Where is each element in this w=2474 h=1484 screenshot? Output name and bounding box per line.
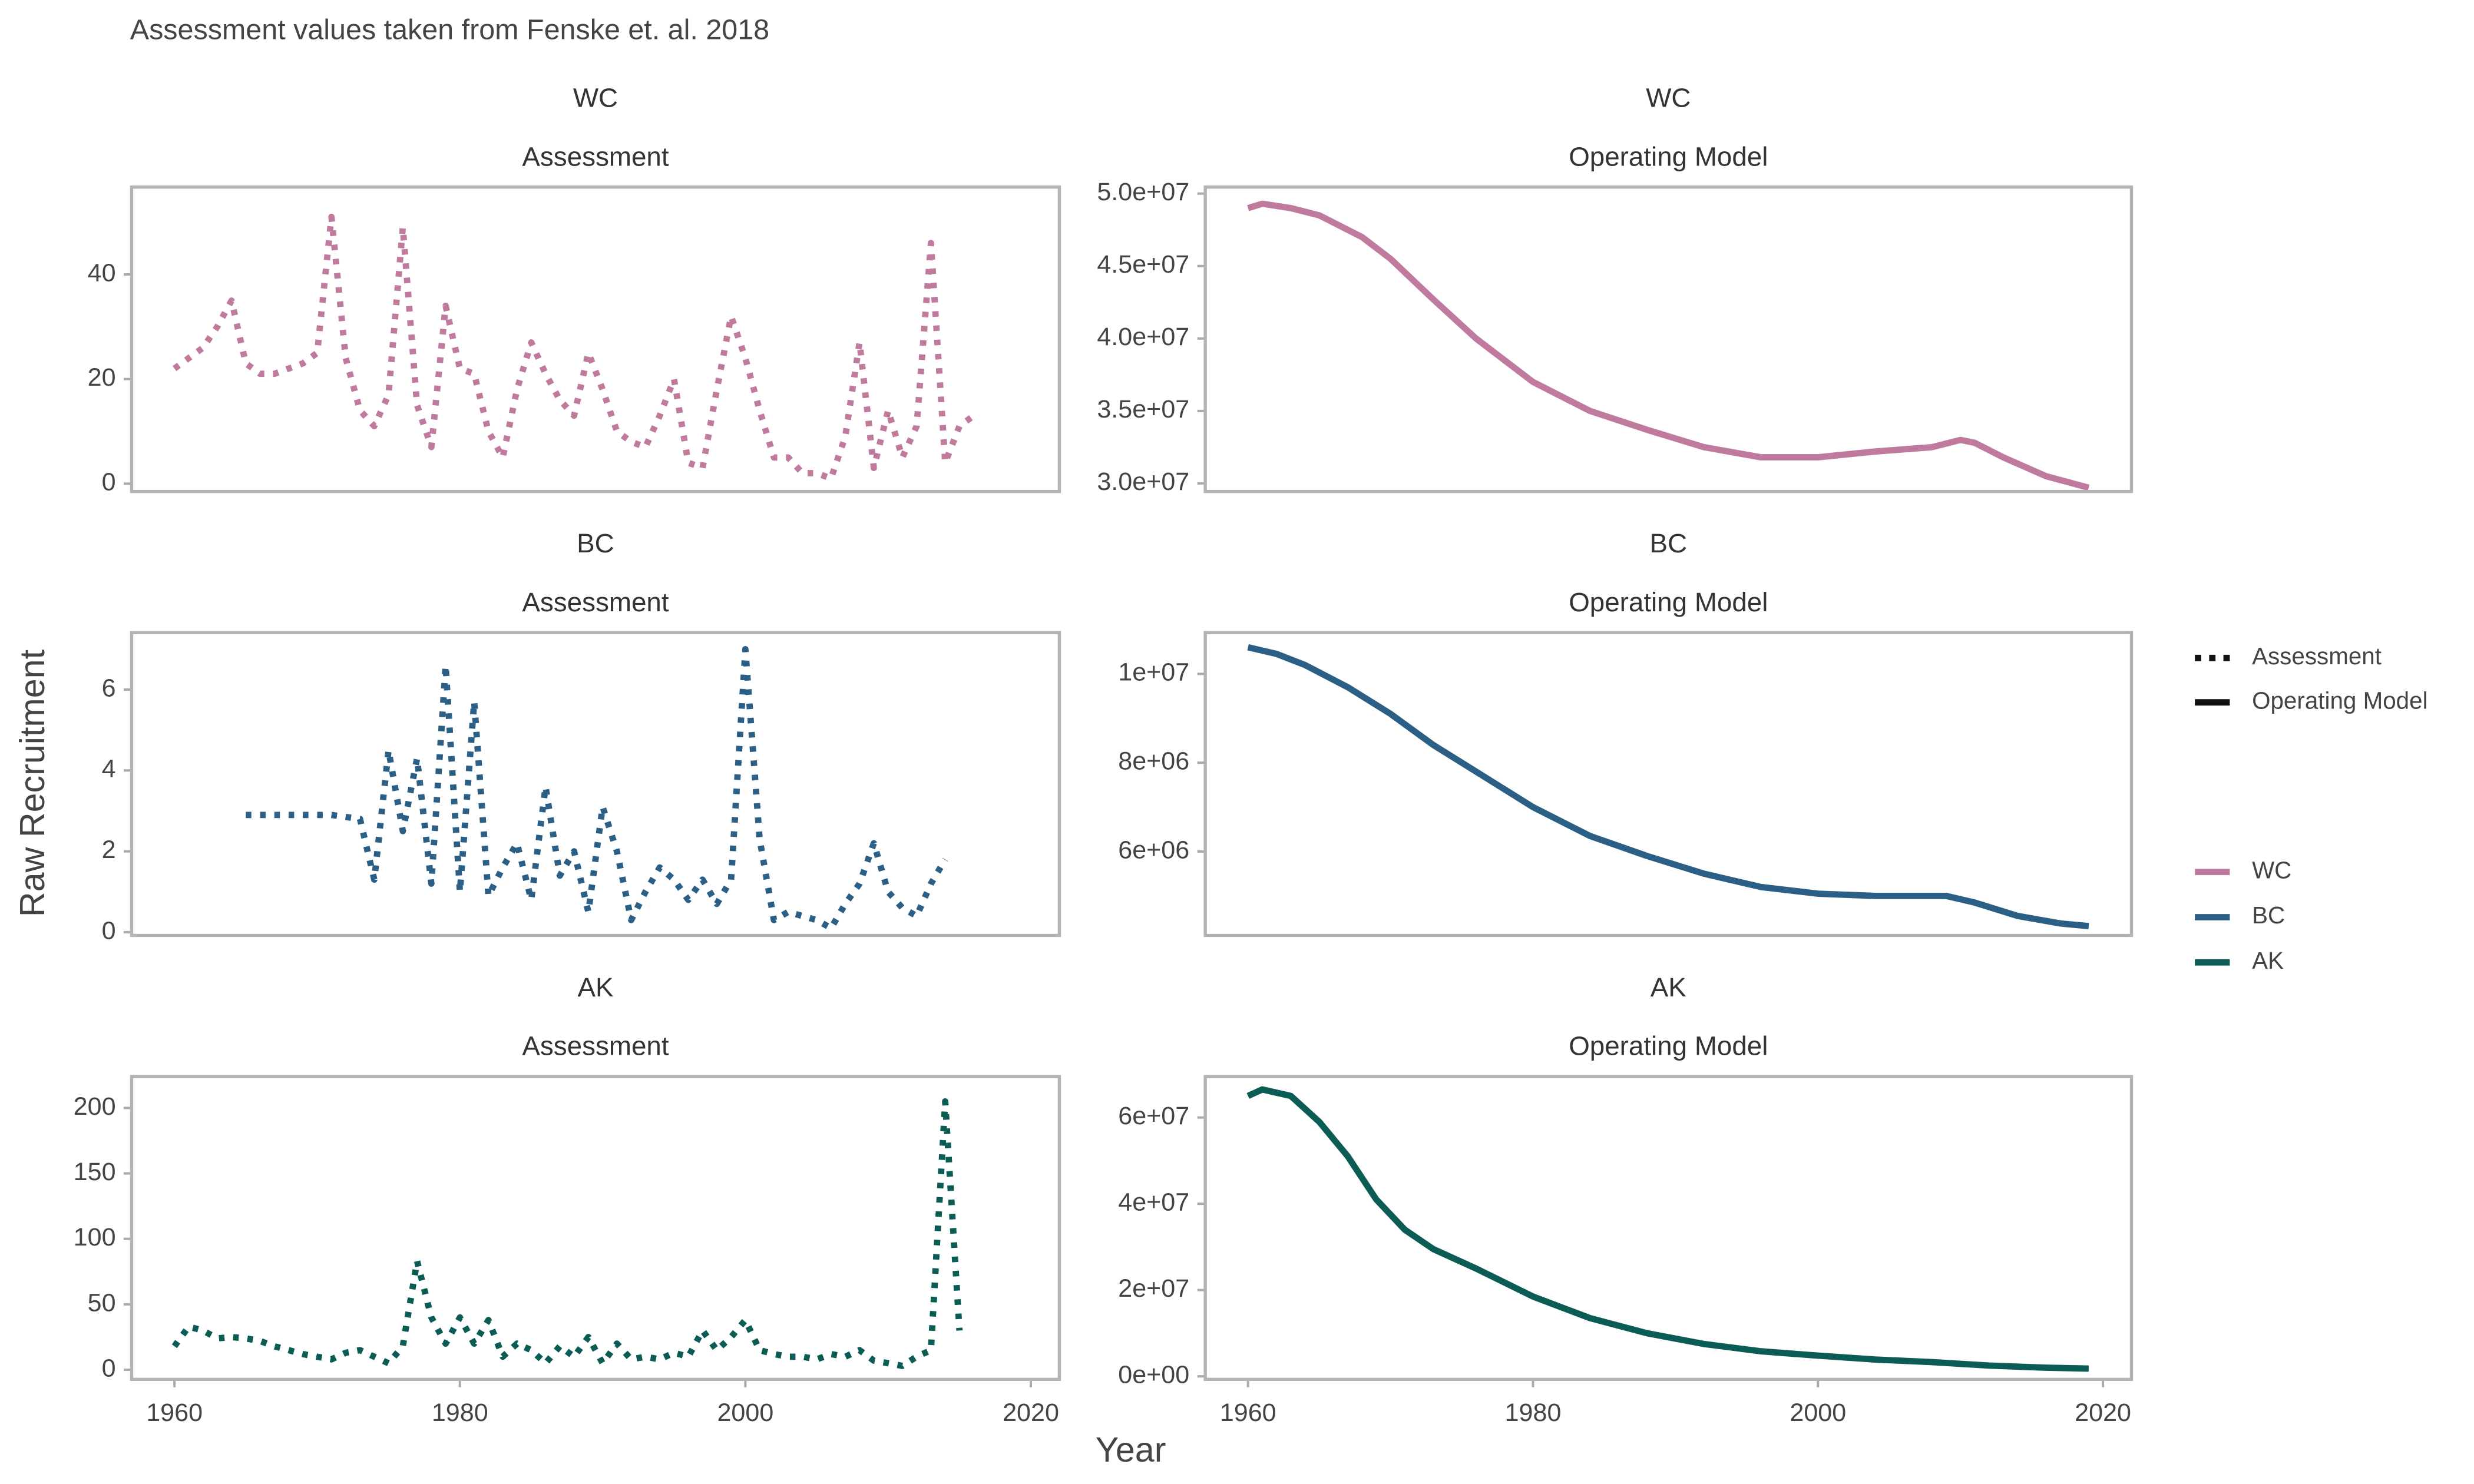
y-tick-label: 4.0e+07 — [1097, 323, 1189, 351]
y-tick-label: 0 — [102, 916, 116, 945]
y-tick-label: 5.0e+07 — [1097, 178, 1189, 206]
data-line — [1247, 200, 2090, 491]
x-tick-label: 2020 — [2075, 1399, 2131, 1427]
data-line — [1246, 1086, 2089, 1372]
y-tick-label: 100 — [74, 1223, 116, 1251]
panel-border — [130, 186, 1061, 493]
x-tick-label: 1980 — [432, 1399, 488, 1427]
y-tick-label: 0 — [102, 468, 116, 496]
x-tick-label: 2020 — [1003, 1399, 1059, 1427]
strip-facet: Operating Model — [1569, 587, 1768, 617]
data-line — [1247, 644, 2089, 929]
y-tick-label: 150 — [74, 1158, 116, 1186]
y-tick-label: 4 — [102, 755, 116, 783]
y-tick-label: 4.5e+07 — [1097, 250, 1189, 279]
y-tick-label: 3.0e+07 — [1097, 468, 1189, 496]
strip-region: WC — [1646, 83, 1691, 113]
panel-border — [1203, 186, 2134, 493]
y-tick-label: 40 — [88, 259, 116, 287]
y-tick-label: 6e+06 — [1118, 836, 1189, 864]
y-tick-label: 0 — [102, 1354, 116, 1382]
legend-label: Operating Model — [2252, 687, 2428, 714]
strip-facet: Operating Model — [1569, 141, 1768, 171]
chart-title: Assessment values taken from Fenske et. … — [130, 14, 769, 46]
strip-facet: Assessment — [522, 587, 669, 617]
legend-label: BC — [2252, 902, 2285, 929]
y-tick-label: 2 — [102, 836, 116, 864]
y-axis-label: Raw Recruitment — [12, 649, 52, 917]
panel-border — [130, 1075, 1061, 1382]
x-tick-label: 2000 — [1790, 1399, 1846, 1427]
strip-facet: Assessment — [522, 1031, 669, 1061]
strip-region: BC — [1650, 528, 1688, 558]
y-tick-label: 6e+07 — [1118, 1102, 1189, 1130]
y-tick-label: 2e+07 — [1118, 1274, 1189, 1303]
y-tick-label: 20 — [88, 363, 116, 392]
x-tick-label: 1980 — [1505, 1399, 1562, 1427]
y-tick-label: 8e+06 — [1118, 747, 1189, 776]
panel-border — [1203, 631, 2134, 938]
strip-region: AK — [1651, 972, 1686, 1002]
y-tick-label: 3.5e+07 — [1097, 395, 1189, 423]
x-axis-label: Year — [1096, 1430, 1166, 1469]
y-tick-label: 6 — [102, 674, 116, 702]
y-tick-label: 1e+07 — [1118, 658, 1189, 687]
x-tick-label: 2000 — [717, 1399, 773, 1427]
data-line — [171, 1098, 963, 1369]
strip-facet: Assessment — [522, 141, 669, 171]
legend-label: Assessment — [2252, 642, 2382, 670]
strip-region: WC — [573, 83, 618, 113]
y-tick-label: 4e+07 — [1118, 1188, 1189, 1217]
strip-region: AK — [577, 972, 613, 1002]
panel-border — [1203, 1075, 2134, 1382]
legend-label: AK — [2252, 947, 2284, 974]
y-tick-label: 200 — [74, 1092, 116, 1121]
data-line — [172, 213, 976, 482]
y-tick-label: 50 — [88, 1288, 116, 1317]
legend-label: WC — [2252, 856, 2291, 883]
x-tick-label: 1960 — [1220, 1399, 1276, 1427]
y-tick-label: 0e+00 — [1118, 1361, 1189, 1389]
strip-facet: Operating Model — [1569, 1031, 1768, 1061]
x-tick-label: 1960 — [146, 1399, 203, 1427]
panel-border — [130, 631, 1061, 938]
strip-region: BC — [577, 528, 614, 558]
